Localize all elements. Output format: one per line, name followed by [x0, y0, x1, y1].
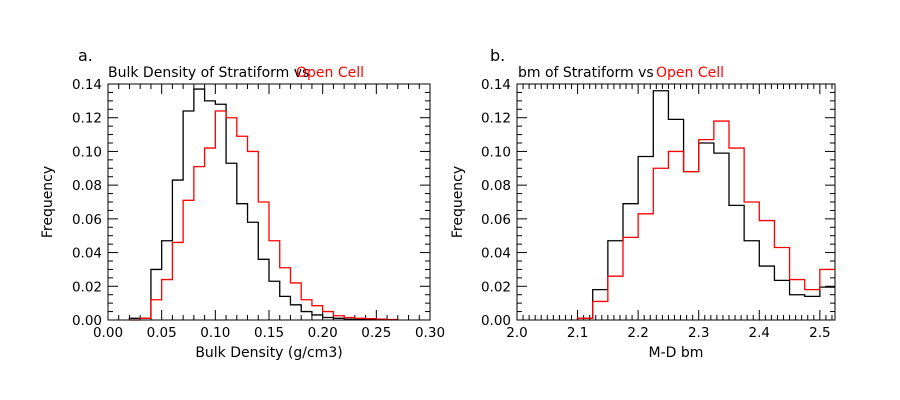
plot-area: [576, 90, 835, 320]
chart-title: Bulk Density of Stratiform vs Open Cell: [108, 65, 364, 81]
y-tick-label: 0.06: [72, 212, 102, 228]
chart-title: bm of Stratiform vs Open Cell: [518, 65, 724, 81]
y-axis-label: Frequency: [450, 166, 466, 238]
x-tick-label: 0.10: [200, 325, 230, 341]
y-tick-label: 0.14: [72, 77, 102, 93]
series-open-cell: [129, 110, 398, 321]
y-tick-label: 0.00: [72, 313, 102, 329]
axes-ticks: 2.0 2.1 2.2 2.3 2.4 2.5 0.00 0.02 0.04 0.06 0.08 0.…: [481, 77, 835, 341]
x-tick-label: 2.3: [688, 325, 709, 341]
panel-b: b. bm of Stratiform vs Open Cell M-D bm …: [450, 46, 836, 361]
x-tick-label: 2.2: [627, 325, 648, 341]
y-tick-label: 0.00: [481, 313, 511, 329]
y-tick-label: 0.14: [481, 77, 511, 93]
x-tick-label: 0.20: [308, 325, 338, 341]
title-part-red: Open Cell: [656, 65, 724, 81]
y-tick-label: 0.04: [72, 246, 102, 262]
series-stratiform: [128, 88, 377, 321]
axes-ticks: 0.00 0.05 0.10 0.15 0.20 0.25 0.30 0.00 0.02 0.04…: [72, 77, 445, 341]
x-tick-label: 2.0: [506, 325, 527, 341]
x-tick-label: 2.4: [749, 325, 770, 341]
title-part-black: bm of Stratiform vs: [518, 65, 654, 81]
series-open-cell: [576, 120, 835, 320]
histogram-step-line: [129, 110, 398, 321]
plot-frame: [516, 83, 836, 321]
plot-frame: [107, 83, 431, 321]
panel-label: b.: [490, 46, 505, 65]
x-tick-label: 0.05: [147, 325, 177, 341]
title-part-red: Open Cell: [296, 65, 364, 81]
panel-a: a. Bulk Density of Stratiform vs Open Ce…: [40, 46, 445, 361]
x-axis-label: Bulk Density (g/cm3): [195, 345, 342, 361]
y-tick-label: 0.10: [481, 144, 511, 160]
x-tick-label: 0.25: [361, 325, 391, 341]
histogram-step-line: [128, 88, 377, 321]
y-tick-label: 0.02: [481, 279, 511, 295]
x-tick-label: 2.1: [567, 325, 588, 341]
y-tick-label: 0.04: [481, 246, 511, 262]
histogram-step-line: [576, 120, 835, 320]
y-tick-label: 0.12: [481, 111, 511, 127]
x-tick-label: 2.5: [809, 325, 830, 341]
x-tick-label: 0.15: [254, 325, 284, 341]
x-tick-label: 0.30: [415, 325, 445, 341]
y-tick-label: 0.08: [72, 178, 102, 194]
y-tick-label: 0.06: [481, 212, 511, 228]
x-axis-label: M-D bm: [649, 345, 704, 361]
title-part-black: Bulk Density of Stratiform vs: [108, 65, 309, 81]
y-tick-label: 0.12: [72, 111, 102, 127]
plot-area: [128, 88, 398, 321]
y-tick-label: 0.10: [72, 144, 102, 160]
panel-label: a.: [78, 46, 93, 65]
y-axis-label: Frequency: [40, 166, 56, 238]
y-tick-label: 0.08: [481, 178, 511, 194]
y-tick-label: 0.02: [72, 279, 102, 295]
x-tick-label: 0.00: [93, 325, 123, 341]
